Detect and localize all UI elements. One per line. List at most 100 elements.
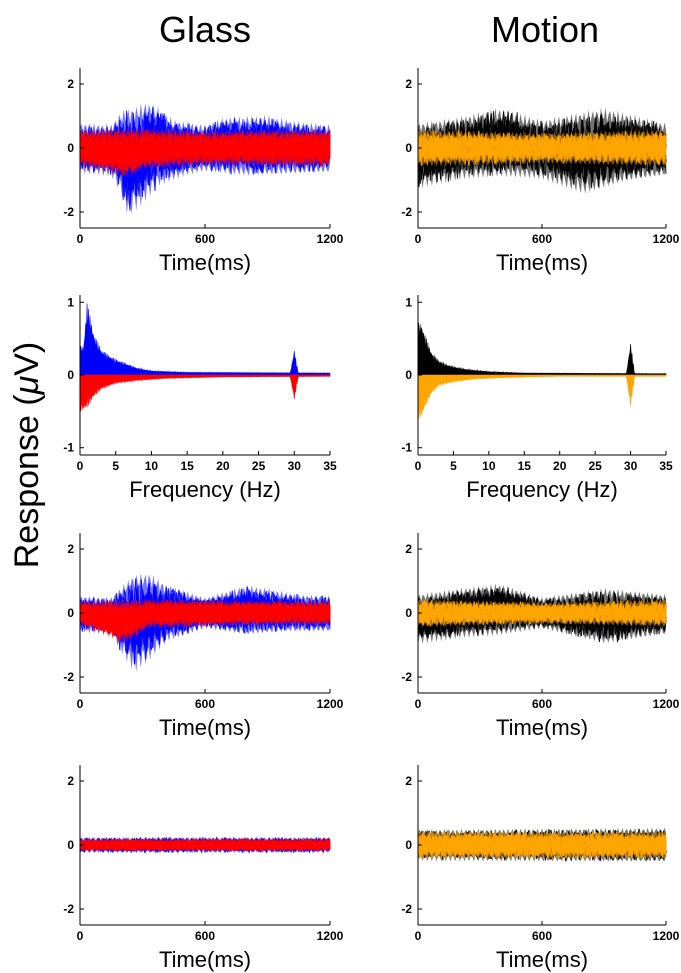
y-tick-label-motion-spectrum-2: -1	[401, 441, 412, 455]
series-motion-time-30hz-1	[417, 830, 667, 860]
y-tick-label-glass-time-low-1: 0	[67, 606, 74, 620]
y-tick-label-glass-time-raw-0: 2	[67, 77, 74, 91]
x-axis-label-motion-time-30hz: Time(ms)	[496, 947, 588, 972]
x-tick-label-motion-time-raw-2: 1200	[653, 232, 680, 246]
y-tick-label-motion-time-30hz-1: 0	[405, 838, 412, 852]
x-tick-label-glass-spectrum-1: 5	[112, 459, 119, 473]
x-tick-label-glass-spectrum-4: 20	[216, 459, 230, 473]
x-tick-label-glass-time-low-0: 0	[77, 697, 84, 711]
x-tick-label-glass-spectrum-0: 0	[77, 459, 84, 473]
series-glass-time-30hz-1	[79, 837, 331, 853]
y-tick-label-glass-time-30hz-0: 2	[67, 774, 74, 788]
series-glass-time-low-1	[79, 598, 331, 645]
y-tick-label-glass-spectrum-2: -1	[63, 441, 74, 455]
series-motion-spectrum-1	[417, 374, 667, 419]
x-tick-label-motion-time-low-2: 1200	[653, 697, 680, 711]
x-tick-label-motion-time-30hz-2: 1200	[653, 929, 680, 943]
y-axis-label-mu: μ	[8, 375, 46, 395]
series-glass-spectrum-1	[79, 374, 331, 412]
x-tick-label-motion-spectrum-7: 35	[659, 459, 673, 473]
band-glass-time-raw-1	[80, 127, 330, 178]
spectrum-motion-spectrum-1	[417, 374, 667, 419]
x-tick-label-motion-time-raw-0: 0	[415, 232, 422, 246]
x-tick-label-glass-spectrum-7: 35	[323, 459, 337, 473]
x-tick-label-motion-time-30hz-1: 600	[532, 929, 552, 943]
y-tick-label-motion-time-30hz-2: -2	[401, 902, 412, 916]
x-tick-label-motion-spectrum-0: 0	[415, 459, 422, 473]
x-tick-label-glass-time-raw-2: 1200	[317, 232, 344, 246]
y-tick-label-glass-time-low-2: -2	[63, 670, 74, 684]
band-motion-time-raw-1	[418, 129, 666, 168]
x-axis-label-motion-time-low: Time(ms)	[496, 715, 588, 740]
x-tick-label-motion-spectrum-2: 10	[482, 459, 496, 473]
x-tick-label-motion-time-low-0: 0	[415, 697, 422, 711]
y-tick-label-glass-spectrum-0: 1	[67, 295, 74, 309]
band-glass-time-30hz-1	[80, 838, 330, 852]
series-glass-time-raw-1	[79, 127, 331, 178]
y-tick-label-motion-time-raw-1: 0	[405, 141, 412, 155]
x-tick-label-motion-time-30hz-0: 0	[415, 929, 422, 943]
band-glass-time-low-1	[80, 598, 330, 645]
series-glass-spectrum-0	[79, 303, 331, 376]
y-tick-label-motion-time-30hz-0: 2	[405, 774, 412, 788]
x-tick-label-motion-spectrum-5: 25	[588, 459, 602, 473]
x-tick-label-glass-time-30hz-2: 1200	[317, 929, 344, 943]
x-tick-label-motion-spectrum-1: 5	[450, 459, 457, 473]
y-axis-label-suffix: V)	[8, 342, 46, 376]
y-tick-label-motion-time-low-1: 0	[405, 606, 412, 620]
x-tick-label-glass-spectrum-5: 25	[252, 459, 266, 473]
y-tick-label-glass-time-30hz-1: 0	[67, 838, 74, 852]
series-motion-spectrum-0	[417, 322, 667, 376]
y-tick-label-glass-time-low-0: 2	[67, 542, 74, 556]
band-motion-time-30hz-1	[418, 830, 666, 860]
x-tick-label-glass-time-30hz-1: 600	[195, 929, 215, 943]
y-axis-label-prefix: Response (	[8, 394, 46, 569]
x-tick-label-motion-spectrum-6: 30	[624, 459, 638, 473]
y-tick-label-motion-spectrum-0: 1	[405, 295, 412, 309]
y-tick-label-glass-time-raw-2: -2	[63, 205, 74, 219]
x-tick-label-motion-time-low-1: 600	[532, 697, 552, 711]
x-tick-label-glass-spectrum-3: 15	[180, 459, 194, 473]
x-tick-label-glass-time-low-1: 600	[195, 697, 215, 711]
column-title-motion: Motion	[491, 9, 599, 50]
x-axis-label-motion-time-raw: Time(ms)	[496, 250, 588, 275]
x-tick-label-glass-time-low-2: 1200	[317, 697, 344, 711]
spectrum-glass-spectrum-1	[79, 374, 331, 412]
y-tick-label-glass-spectrum-1: 0	[67, 368, 74, 382]
series-motion-time-low-1	[417, 598, 667, 628]
x-axis-label-glass-time-low: Time(ms)	[159, 715, 251, 740]
x-tick-label-glass-spectrum-2: 10	[145, 459, 159, 473]
spectrum-motion-spectrum-0	[417, 322, 667, 376]
y-tick-label-glass-time-30hz-2: -2	[63, 902, 74, 916]
x-axis-label-motion-spectrum: Frequency (Hz)	[466, 477, 618, 502]
y-tick-label-motion-time-raw-0: 2	[405, 77, 412, 91]
x-tick-label-glass-time-raw-0: 0	[77, 232, 84, 246]
x-tick-label-motion-spectrum-3: 15	[518, 459, 532, 473]
series-motion-time-raw-1	[417, 129, 667, 168]
y-tick-label-motion-time-low-0: 2	[405, 542, 412, 556]
x-tick-label-glass-time-raw-1: 600	[195, 232, 215, 246]
x-axis-label-glass-time-30hz: Time(ms)	[159, 947, 251, 972]
y-axis-label: Response (μV)	[8, 342, 46, 569]
x-tick-label-glass-time-30hz-0: 0	[77, 929, 84, 943]
y-tick-label-glass-time-raw-1: 0	[67, 141, 74, 155]
y-tick-label-motion-time-raw-2: -2	[401, 205, 412, 219]
column-title-glass: Glass	[159, 9, 251, 50]
spectrum-glass-spectrum-0	[79, 303, 331, 376]
x-tick-label-motion-time-raw-1: 600	[532, 232, 552, 246]
y-tick-label-motion-spectrum-1: 0	[405, 368, 412, 382]
band-motion-time-low-1	[418, 598, 666, 628]
x-axis-label-glass-spectrum: Frequency (Hz)	[129, 477, 281, 502]
x-tick-label-glass-spectrum-6: 30	[288, 459, 302, 473]
x-axis-label-glass-time-raw: Time(ms)	[159, 250, 251, 275]
